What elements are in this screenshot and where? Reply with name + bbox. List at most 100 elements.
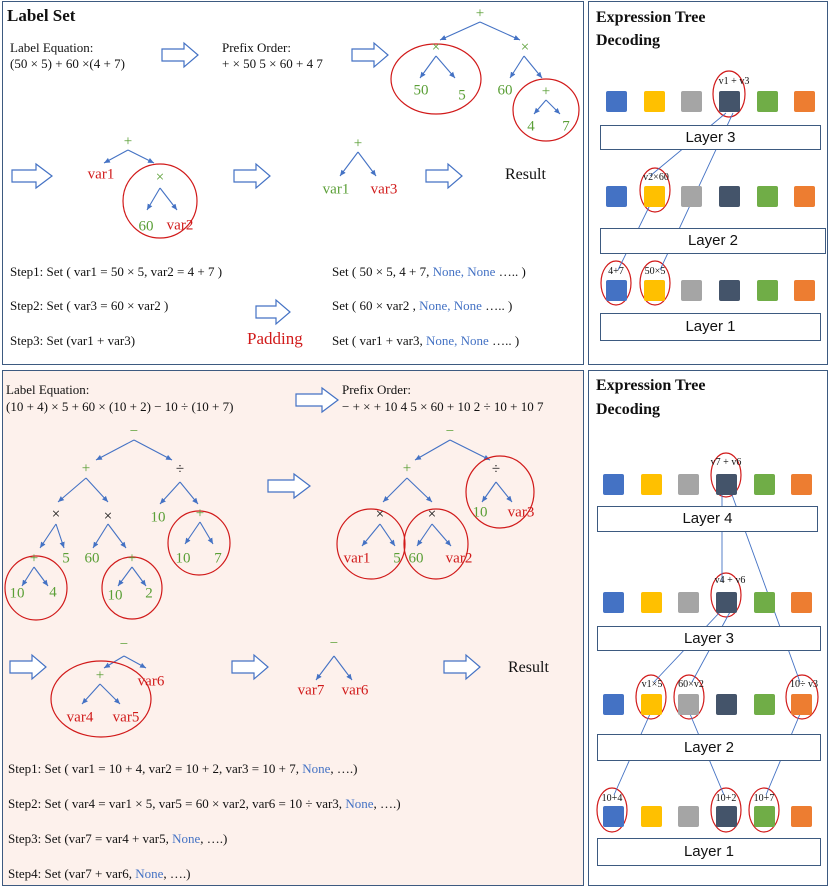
token-navy: [719, 280, 740, 301]
tree-node: 5: [393, 550, 401, 567]
token-navy: [716, 474, 737, 495]
tree-node: 60: [408, 550, 424, 567]
tree-node: var4: [66, 709, 94, 726]
step-2-right: Set ( 60 × var2 , None, None ….. ): [332, 298, 513, 313]
tree-node: −: [119, 636, 129, 653]
prefix-order: − + × + 10 4 5 × 60 + 10 2 ÷ 10 + 10 7: [342, 399, 544, 414]
token-gray: [678, 592, 699, 613]
tree-node: var2: [445, 550, 473, 567]
token-gray: [681, 186, 702, 207]
token-gray: [678, 694, 699, 715]
step-1-left: Step1: Set ( var1 = 50 × 5, var2 = 4 + 7…: [10, 264, 223, 279]
tree-node: +: [195, 505, 205, 522]
step-4: Step4: Set (var7 + var6, None, ….): [8, 866, 191, 881]
node-label: 50×5: [644, 266, 666, 277]
layer-2-box: Layer 2: [597, 734, 821, 761]
tree-node: var2: [166, 217, 194, 234]
token-blue: [603, 694, 624, 715]
token-orange: [791, 592, 812, 613]
result-label: Result: [508, 659, 549, 676]
tree-node: var3: [370, 181, 398, 198]
token-blue: [606, 280, 627, 301]
label-equation-title: Label Equation:: [10, 40, 94, 55]
tree-node: 5: [458, 87, 466, 104]
tree-node: ×: [427, 506, 437, 523]
label-equation-title: Label Equation:: [6, 382, 90, 397]
tree-node: −: [329, 635, 339, 652]
tree-node: 10: [150, 509, 166, 526]
tree-node: 60: [84, 550, 100, 567]
tree-node: 4: [49, 584, 57, 601]
token-yellow: [641, 694, 662, 715]
token-yellow: [644, 186, 665, 207]
label-set-heading: Label Set: [7, 6, 76, 25]
token-green: [754, 694, 775, 715]
token-green: [757, 280, 778, 301]
decoding-heading-line2: Decoding: [596, 32, 660, 49]
token-green: [754, 474, 775, 495]
tree-node: ×: [375, 506, 385, 523]
token-green: [754, 592, 775, 613]
tree-node: var1: [322, 181, 350, 198]
node-label: 4+7: [608, 266, 624, 277]
token-orange: [791, 806, 812, 827]
node-label: 10+7: [753, 793, 775, 804]
decoding-heading-line1: Expression Tree: [596, 9, 706, 26]
step-3-left: Step3: Set (var1 + var3): [10, 333, 136, 348]
tree-node: +: [353, 135, 363, 152]
node-label: 10÷ v3: [790, 679, 818, 690]
label-equation: (10 + 4) × 5 + 60 × (10 + 2) − 10 ÷ (10 …: [6, 399, 234, 414]
node-label: 60×v2: [678, 679, 704, 690]
step-1: Step1: Set ( var1 = 10 + 4, var2 = 10 + …: [8, 761, 358, 776]
tree-node: 7: [214, 550, 222, 567]
step-2: Step2: Set ( var4 = var1 × 5, var5 = 60 …: [8, 796, 401, 811]
padding-label: Padding: [247, 329, 303, 348]
token-gray: [678, 806, 699, 827]
tree-node: var7: [297, 682, 325, 699]
token-green: [757, 186, 778, 207]
tree-node: var1: [87, 166, 115, 183]
label-equation: (50 × 5) + 60 ×(4 + 7): [10, 56, 125, 71]
tree-node: +: [95, 667, 105, 684]
token-yellow: [641, 806, 662, 827]
tree-node: +: [123, 133, 133, 150]
step-3-right: Set ( var1 + var3, None, None ….. ): [332, 333, 520, 348]
layer-2-box: Layer 2: [600, 228, 826, 254]
token-navy: [719, 91, 740, 112]
token-blue: [606, 91, 627, 112]
node-label: v4 + v6: [714, 575, 746, 586]
tree-node: ×: [431, 39, 441, 56]
token-navy: [716, 806, 737, 827]
tree-node: +: [475, 5, 485, 22]
tree-node: +: [127, 550, 137, 567]
token-yellow: [644, 280, 665, 301]
token-orange: [791, 694, 812, 715]
tree-node: var3: [507, 504, 535, 521]
step-3: Step3: Set (var7 = var4 + var5, None, ….…: [8, 831, 228, 846]
tree-node: var1: [343, 550, 371, 567]
token-green: [757, 91, 778, 112]
tree-node: −: [129, 423, 139, 440]
step-1-right: Set ( 50 × 5, 4 + 7, None, None ….. ): [332, 264, 526, 279]
tree-node: 10: [472, 504, 488, 521]
decoding-panel-bottom: [588, 370, 828, 886]
node-label: v1×5: [641, 679, 663, 690]
layer-3-box: Layer 3: [597, 626, 821, 651]
layer-4-box: Layer 4: [597, 506, 818, 532]
tree-node: 60: [497, 82, 513, 99]
token-navy: [716, 592, 737, 613]
node-label: 10+4: [601, 793, 623, 804]
node-label: 10+2: [715, 793, 737, 804]
token-navy: [716, 694, 737, 715]
tree-node: 10: [175, 550, 191, 567]
tree-node: ×: [51, 506, 61, 523]
token-blue: [603, 806, 624, 827]
tree-node: ×: [155, 169, 165, 186]
tree-node: ÷: [491, 461, 501, 478]
token-blue: [603, 474, 624, 495]
node-label: v7 + v6: [710, 457, 742, 468]
tree-node: var6: [341, 682, 369, 699]
token-orange: [794, 186, 815, 207]
tree-node: +: [541, 83, 551, 100]
